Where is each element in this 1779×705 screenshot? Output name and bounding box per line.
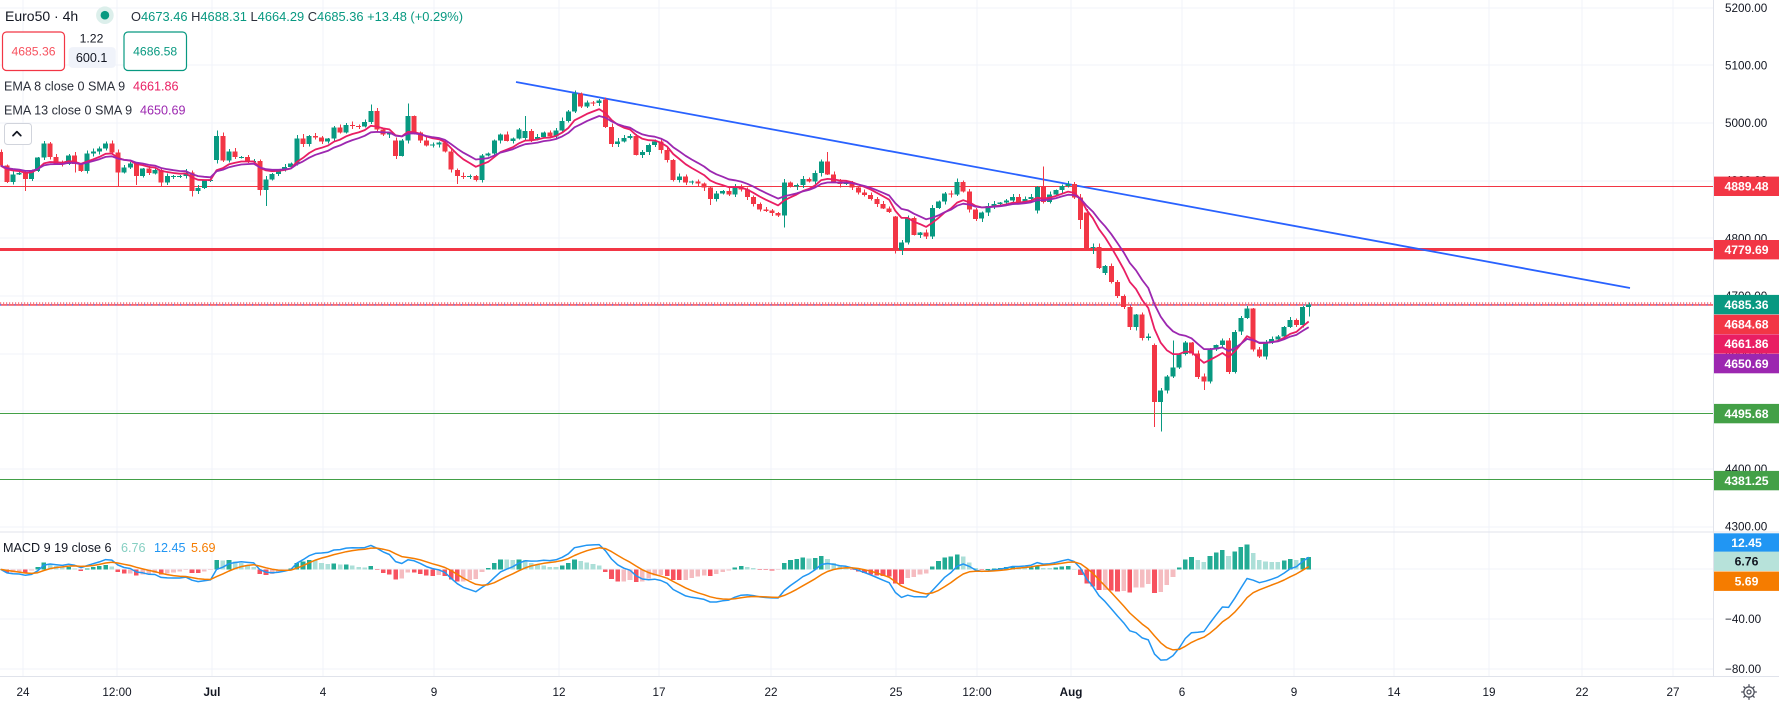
svg-text:22: 22 xyxy=(1575,686,1588,699)
svg-text:12.45: 12.45 xyxy=(1731,536,1762,550)
svg-text:4: 4 xyxy=(320,686,327,699)
svg-text:4300.00: 4300.00 xyxy=(1725,521,1768,534)
svg-text:5.69: 5.69 xyxy=(191,541,216,555)
svg-text:12:00: 12:00 xyxy=(102,686,132,699)
svg-text:12.45: 12.45 xyxy=(154,541,186,555)
svg-text:EMA 13 close 0 SMA 9: EMA 13 close 0 SMA 9 xyxy=(4,104,132,118)
svg-text:4650.69: 4650.69 xyxy=(140,104,186,118)
svg-text:27: 27 xyxy=(1666,686,1679,699)
svg-text:19: 19 xyxy=(1482,686,1495,699)
svg-text:4661.86: 4661.86 xyxy=(133,80,179,94)
svg-text:9: 9 xyxy=(431,686,438,699)
svg-text:6: 6 xyxy=(1179,686,1186,699)
svg-text:5000.00: 5000.00 xyxy=(1725,117,1768,130)
svg-text:9: 9 xyxy=(1291,686,1298,699)
svg-text:4889.48: 4889.48 xyxy=(1724,180,1768,194)
svg-text:12: 12 xyxy=(552,686,565,699)
svg-text:MACD 9 19 close 6: MACD 9 19 close 6 xyxy=(3,541,112,555)
svg-text:−80.00: −80.00 xyxy=(1725,663,1762,676)
svg-text:4650.69: 4650.69 xyxy=(1724,357,1768,371)
svg-text:24: 24 xyxy=(16,686,30,699)
svg-text:22: 22 xyxy=(764,686,777,699)
svg-text:14: 14 xyxy=(1387,686,1401,699)
svg-text:6.76: 6.76 xyxy=(121,541,146,555)
svg-text:4779.69: 4779.69 xyxy=(1724,243,1768,257)
svg-text:−40.00: −40.00 xyxy=(1725,613,1762,626)
svg-text:4685.36: 4685.36 xyxy=(1724,298,1768,312)
svg-text:4684.68: 4684.68 xyxy=(1724,318,1768,332)
svg-text:17: 17 xyxy=(652,686,665,699)
svg-text:600.1: 600.1 xyxy=(76,51,108,65)
svg-text:4685.36: 4685.36 xyxy=(11,44,55,58)
svg-text:1.22: 1.22 xyxy=(80,31,104,45)
svg-text:Aug: Aug xyxy=(1060,686,1083,699)
svg-text:4495.68: 4495.68 xyxy=(1724,407,1768,421)
svg-text:O4673.46 H4688.31 L4664.29 C46: O4673.46 H4688.31 L4664.29 C4685.36 +13.… xyxy=(131,9,463,24)
svg-text:25: 25 xyxy=(889,686,903,699)
svg-text:EMA 8 close 0 SMA 9: EMA 8 close 0 SMA 9 xyxy=(4,80,125,94)
svg-text:4661.86: 4661.86 xyxy=(1724,337,1768,351)
svg-text:Jul: Jul xyxy=(204,686,221,699)
svg-text:4686.58: 4686.58 xyxy=(133,44,177,58)
svg-text:5200.00: 5200.00 xyxy=(1725,2,1768,15)
svg-text:6.76: 6.76 xyxy=(1735,555,1759,569)
svg-text:4381.25: 4381.25 xyxy=(1724,474,1768,488)
svg-text:5100.00: 5100.00 xyxy=(1725,60,1768,73)
svg-text:12:00: 12:00 xyxy=(962,686,992,699)
svg-text:Euro50 · 4h: Euro50 · 4h xyxy=(5,8,78,24)
svg-text:5.69: 5.69 xyxy=(1735,574,1759,588)
